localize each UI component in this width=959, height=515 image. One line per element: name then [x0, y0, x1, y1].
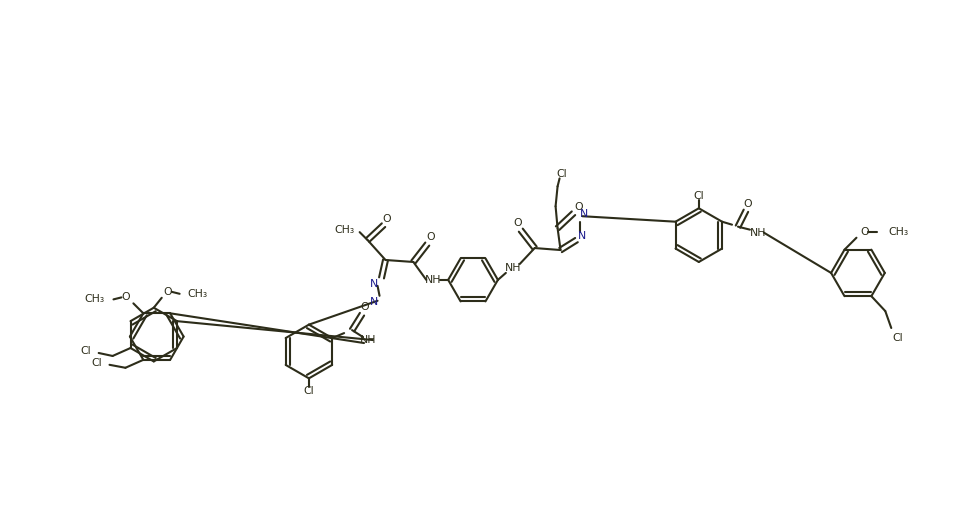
Text: Cl: Cl — [892, 333, 902, 343]
Text: CH₃: CH₃ — [188, 289, 208, 299]
Text: O: O — [574, 202, 583, 212]
Text: Cl: Cl — [81, 346, 91, 356]
Text: O: O — [743, 199, 752, 209]
Text: N: N — [369, 279, 378, 289]
Text: NH: NH — [360, 335, 376, 345]
Text: CH₃: CH₃ — [84, 295, 105, 304]
Text: N: N — [580, 209, 589, 219]
Text: NH: NH — [504, 263, 521, 273]
Text: Cl: Cl — [91, 358, 102, 368]
Text: Cl: Cl — [304, 386, 315, 396]
Text: N: N — [578, 231, 587, 241]
Text: NH: NH — [750, 228, 766, 237]
Text: Cl: Cl — [556, 169, 567, 179]
Text: O: O — [860, 227, 869, 237]
Text: CH₃: CH₃ — [888, 227, 908, 237]
Text: N: N — [369, 297, 378, 307]
Text: Cl: Cl — [693, 192, 704, 201]
Text: O: O — [121, 293, 129, 302]
Text: O: O — [513, 218, 522, 228]
Text: O: O — [361, 302, 369, 312]
Text: NH: NH — [425, 275, 441, 285]
Text: O: O — [383, 214, 391, 224]
Text: CH₃: CH₃ — [335, 225, 355, 235]
Text: O: O — [426, 232, 434, 242]
Text: O: O — [163, 287, 172, 297]
